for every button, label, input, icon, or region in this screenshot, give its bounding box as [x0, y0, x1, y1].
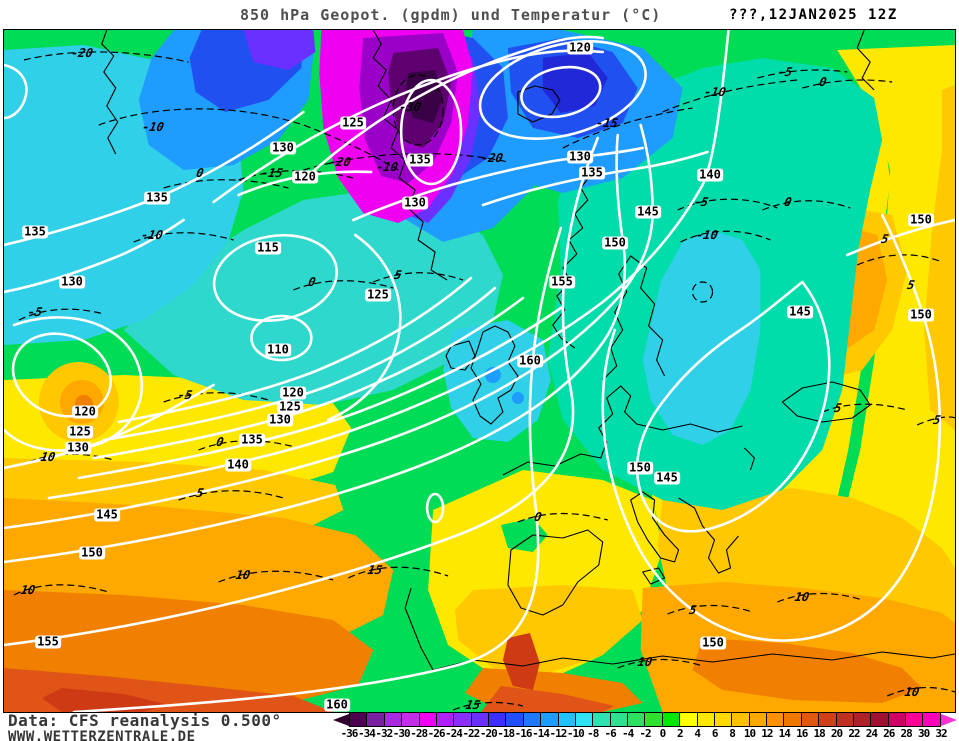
- colorbar-row: [333, 712, 957, 727]
- colorbar-cell: [801, 713, 820, 726]
- colorbar-cell: [906, 713, 924, 726]
- colorbar-tick-label: 4: [694, 727, 701, 740]
- colorbar-tick-label: -2: [639, 727, 651, 740]
- colorbar-cell: [436, 713, 455, 726]
- colorbar-cell: [923, 713, 940, 726]
- colorbar-tick-label: -4: [621, 727, 634, 740]
- colorbar-tick-label: -18: [497, 727, 515, 740]
- colorbar-tick-label: -14: [532, 727, 550, 740]
- colorbar-tick-label: -26: [427, 727, 446, 740]
- colorbar-tick-label: -12: [549, 727, 568, 740]
- colorbar-cell: [471, 713, 489, 726]
- colorbar-cell: [610, 713, 628, 726]
- colorbar-cell: [523, 713, 542, 726]
- colorbar-cell: [489, 713, 507, 726]
- colorbar-cell: [541, 713, 559, 726]
- map-canvas: [3, 29, 956, 713]
- run-timestamp: ???,12JAN2025 12Z: [729, 7, 898, 23]
- map-svg: [4, 30, 955, 712]
- colorbar-tick-label: -8: [587, 727, 599, 740]
- page-title: 850 hPa Geopot. (gpdm) und Temperatur (°…: [240, 6, 662, 24]
- colorbar-cell: [367, 713, 385, 726]
- colorbar-cell: [836, 713, 854, 726]
- colorbar-tick-label: 12: [761, 727, 773, 740]
- colorbar-cell: [558, 713, 576, 726]
- colorbar-tick-label: 22: [848, 727, 860, 740]
- colorbar-tick-label: 30: [917, 727, 930, 740]
- title-bar: 850 hPa Geopot. (gpdm) und Temperatur (°…: [0, 4, 959, 28]
- colorbar-cell: [888, 713, 906, 726]
- colorbar-tick-label: 32: [935, 727, 947, 740]
- colorbar-tick-label: 18: [813, 727, 825, 740]
- colorbar-cell: [714, 713, 733, 726]
- data-source-text: Data: CFS reanalysis 0.500°: [8, 711, 282, 730]
- colorbar-tick-label: -16: [514, 727, 533, 740]
- colorbar-left-arrow-icon: [333, 713, 349, 726]
- colorbar-ticks: -36 -34 -32 -30 -28 -26 -24 -22 -20 -18 -16 -14 -12-…: [333, 727, 957, 740]
- colorbar-cell: [628, 713, 646, 726]
- colorbar-cell: [402, 713, 420, 726]
- colorbar-tick-label: -24: [445, 727, 463, 740]
- colorbar-tick-label: 6: [711, 727, 719, 740]
- website-text: WWW.WETTERZENTRALE.DE: [8, 729, 196, 741]
- colorbar-tick-label: -10: [566, 727, 585, 740]
- colorbar-cells: [349, 712, 941, 727]
- colorbar-cell: [506, 713, 524, 726]
- colorbar-tick-label: 28: [900, 727, 913, 740]
- colorbar-tick-label: 14: [778, 727, 791, 740]
- colorbar-cell: [419, 713, 437, 726]
- colorbar-cell: [662, 713, 681, 726]
- colorbar-tick-label: -34: [357, 727, 376, 740]
- colorbar-tick-label: -36: [340, 727, 359, 740]
- colorbar-cell: [819, 713, 837, 726]
- temperature-fill-layer: [4, 30, 955, 712]
- map-footer: Data: CFS reanalysis 0.500° WWW.WETTERZE…: [8, 711, 282, 741]
- coastline-layer: [101, 30, 955, 671]
- colorbar-tick-label: -32: [375, 727, 393, 740]
- colorbar-cell: [384, 713, 403, 726]
- colorbar-cell: [853, 713, 872, 726]
- colorbar-cell: [350, 713, 368, 726]
- colorbar-tick-label: 8: [729, 727, 736, 740]
- colorbar-cell: [749, 713, 767, 726]
- colorbar-cell: [697, 713, 715, 726]
- colorbar-cell: [575, 713, 594, 726]
- colorbar-tick-label: 2: [677, 727, 684, 740]
- colorbar-tick-label: 0: [659, 727, 667, 740]
- colorbar-cell: [871, 713, 889, 726]
- colorbar-tick-label: 20: [830, 727, 843, 740]
- colorbar-tick-label: -22: [462, 727, 480, 740]
- colorbar-tick-label: -28: [410, 727, 428, 740]
- colorbar-right-arrow-icon: [941, 713, 957, 726]
- colorbar-cell: [732, 713, 750, 726]
- colorbar-cell: [784, 713, 802, 726]
- colorbar-cell: [454, 713, 472, 726]
- colorbar-cell: [767, 713, 785, 726]
- colorbar-tick-label: -20: [479, 727, 498, 740]
- colorbar-tick-label: 26: [883, 727, 895, 740]
- colorbar-cell: [593, 713, 611, 726]
- colorbar-cell: [680, 713, 698, 726]
- colorbar-tick-label: 16: [796, 727, 808, 740]
- colorbar-tick-label: -30: [392, 727, 411, 740]
- colorbar-tick-label: -6: [604, 727, 617, 740]
- temperature-colorbar: -36 -34 -32 -30 -28 -26 -24 -22 -20 -18 -16 -14 -12-…: [333, 712, 957, 740]
- colorbar-tick-label: 10: [743, 727, 756, 740]
- colorbar-cell: [645, 713, 663, 726]
- colorbar-tick-label: 24: [865, 727, 878, 740]
